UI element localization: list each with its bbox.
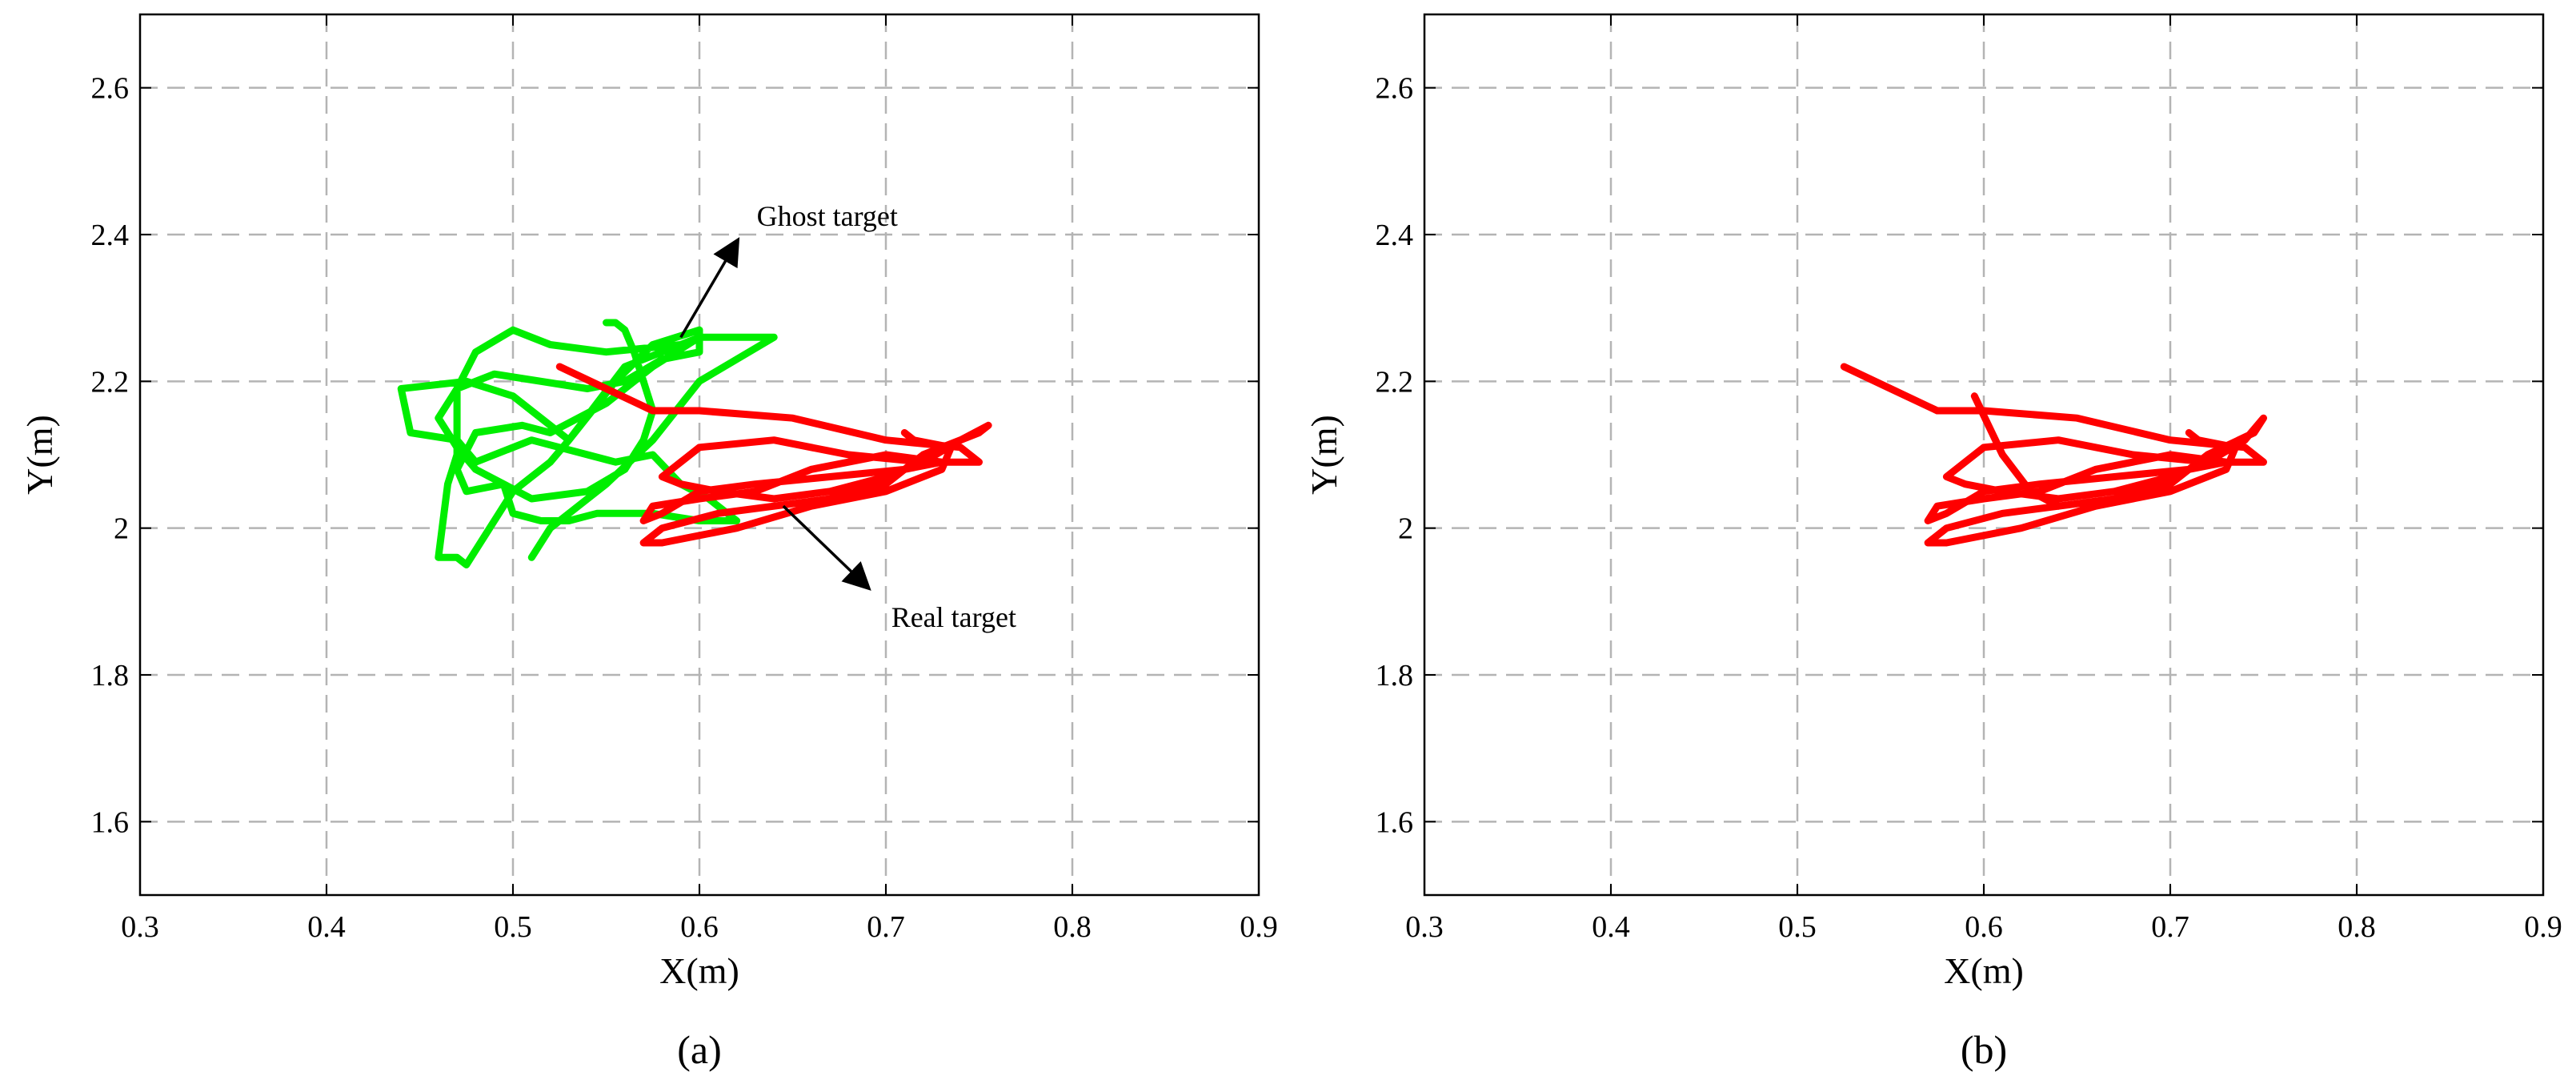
x-tick-label: 0.9 [2524, 910, 2562, 944]
y-tick-label: 2.2 [1376, 365, 1414, 399]
axes-frame [138, 13, 1260, 897]
series-line-2 [1970, 392, 2062, 510]
panel-label: (b) [1961, 1027, 2007, 1072]
annotation-label: Ghost target [757, 200, 898, 232]
x-axis-label: X(m) [1944, 950, 2024, 991]
x-tick-label: 0.8 [1053, 910, 1092, 944]
x-tick-label: 0.8 [2338, 910, 2376, 944]
axes-frame [1423, 13, 2545, 897]
y-tick-label: 2.6 [1376, 72, 1414, 106]
y-tick-label: 2.2 [91, 365, 130, 399]
x-tick-label: 0.3 [1405, 910, 1444, 944]
panel-label: (a) [677, 1027, 722, 1072]
x-tick-label: 0.6 [680, 910, 719, 944]
x-tick-label: 0.7 [2151, 910, 2189, 944]
annotation-label: Real target [891, 601, 1016, 633]
y-tick-label: 1.6 [1376, 805, 1414, 839]
series-line-2 [555, 363, 992, 547]
y-tick-label: 2.4 [1376, 219, 1414, 252]
y-tick-label: 1.8 [1376, 659, 1414, 693]
annotation-arrow [782, 504, 871, 591]
y-tick-label: 2.4 [91, 219, 130, 252]
y-axis-label: Y(m) [1304, 415, 1344, 495]
x-tick-label: 0.5 [494, 910, 532, 944]
x-axis-label: X(m) [659, 950, 739, 991]
y-tick-label: 2 [114, 512, 129, 546]
series-line-1 [397, 319, 778, 568]
x-tick-label: 0.3 [121, 910, 159, 944]
y-tick-label: 1.6 [91, 805, 130, 839]
panel-a: 0.3 0.4 0.5 0.6 0.7 0.8 0.9 1.6 1.8 2 2.2 2.4 2.6 Gho… [19, 13, 1278, 1072]
y-tick-label: 2 [1398, 512, 1413, 546]
panel-b: 0.3 0.4 0.5 0.6 0.7 0.8 0.9 1.6 1.8 2 2.2 2.4 2.6 X(m… [1304, 13, 2562, 1072]
x-tick-label: 0.4 [307, 910, 346, 944]
y-tick-label: 2.6 [91, 72, 130, 106]
annotation-arrow [679, 237, 740, 339]
y-axis-label: Y(m) [19, 415, 60, 495]
x-tick-label: 0.4 [1592, 910, 1630, 944]
x-tick-label: 0.7 [867, 910, 905, 944]
x-tick-label: 0.6 [1965, 910, 2003, 944]
y-tick-label: 1.8 [91, 659, 130, 693]
x-tick-label: 0.5 [1778, 910, 1817, 944]
x-tick-label: 0.9 [1240, 910, 1278, 944]
